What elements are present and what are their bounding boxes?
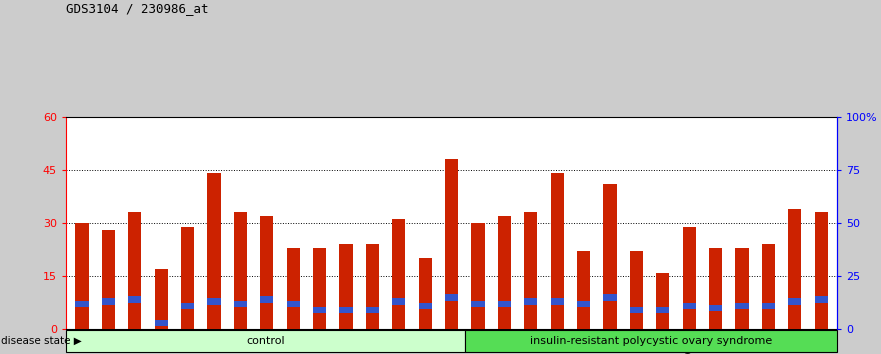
Bar [630,251,643,329]
Bar [498,216,511,329]
Bar [181,227,194,329]
Bar [392,298,405,305]
Text: disease state ▶: disease state ▶ [1,336,82,346]
Bar [233,301,247,307]
Bar [260,216,273,329]
Bar [524,212,537,329]
Bar [788,209,802,329]
Bar [815,296,828,303]
Bar [736,303,749,309]
Bar [815,212,828,329]
Bar [366,307,379,313]
Bar [709,305,722,311]
Bar [471,301,485,307]
Bar [709,248,722,329]
Bar [577,251,590,329]
Bar [656,273,670,329]
Bar [471,223,485,329]
Bar [762,244,775,329]
Bar [683,303,696,309]
Bar [75,301,88,307]
Bar [66,330,465,352]
Bar [551,173,564,329]
Text: GDS3104 / 230986_at: GDS3104 / 230986_at [66,2,209,15]
Bar [260,296,273,303]
Bar [603,294,617,301]
Text: insulin-resistant polycystic ovary syndrome: insulin-resistant polycystic ovary syndr… [529,336,772,346]
Bar [128,296,141,303]
Bar [524,298,537,305]
Bar [656,307,670,313]
Bar [286,248,300,329]
Bar [577,301,590,307]
Bar [418,258,432,329]
Bar [207,298,220,305]
Text: control: control [246,336,285,346]
Bar [339,244,352,329]
Bar [736,248,749,329]
Bar [233,212,247,329]
Bar [683,227,696,329]
Bar [154,269,167,329]
Bar [418,303,432,309]
Bar [128,212,141,329]
Bar [366,244,379,329]
Bar [313,307,326,313]
Bar [286,301,300,307]
Bar [630,307,643,313]
Bar [551,298,564,305]
Bar [339,307,352,313]
Bar [75,223,88,329]
Bar [498,301,511,307]
Bar [101,230,115,329]
Bar [762,303,775,309]
Bar [788,298,802,305]
Bar [207,173,220,329]
Bar [465,330,837,352]
Bar [313,248,326,329]
Bar [154,320,167,326]
Bar [603,184,617,329]
Bar [445,294,458,301]
Bar [392,219,405,329]
Bar [181,303,194,309]
Bar [101,298,115,305]
Bar [445,159,458,329]
